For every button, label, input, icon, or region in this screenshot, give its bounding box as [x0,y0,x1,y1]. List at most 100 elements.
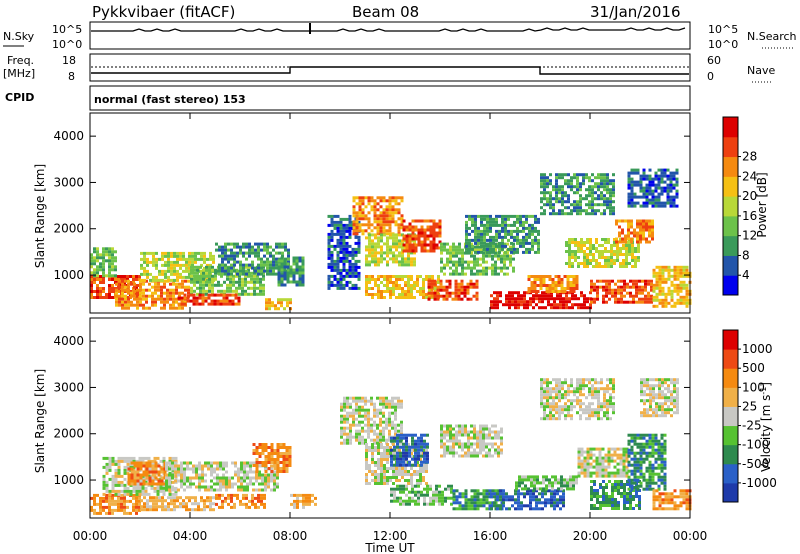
power-cell [661,265,665,269]
velocity-cell [408,490,411,494]
power-cell [426,249,430,253]
power-cell [90,290,93,293]
power-cell [395,248,398,252]
power-cell [561,176,564,180]
velocity-cell [411,487,414,491]
power-cell [621,237,624,241]
velocity-cell [227,493,230,497]
power-cell [365,290,368,293]
power-cell [549,197,552,201]
power-cell [669,180,673,184]
power-cell [395,296,398,299]
power-cell [345,268,349,272]
power-cell [188,263,191,267]
power-cell [652,268,656,272]
velocity-cell [111,462,115,466]
power-cell [211,265,214,269]
velocity-cell [273,449,277,452]
power-cell [420,219,424,223]
velocity-cell [352,408,355,412]
power-cell [526,303,529,307]
power-cell [466,288,470,292]
power-cell [539,287,543,290]
power-cell [280,256,284,260]
power-cell [133,297,136,301]
power-cell [514,297,517,301]
power-cell [342,226,346,230]
power-cell [580,306,583,310]
velocity-cell [407,443,410,446]
velocity-cell [358,405,361,409]
velocity-cell [117,508,120,512]
power-cell [408,240,412,244]
velocity-cell [343,426,346,430]
power-cell [274,307,277,311]
power-cell [438,225,442,229]
power-cell [503,257,506,261]
power-cell [233,254,236,258]
power-cell [397,196,401,200]
power-cell [598,253,601,256]
power-cell [166,297,169,301]
velocity-cell [99,505,102,509]
power-cell [473,257,476,261]
power-cell [611,291,614,295]
velocity-cell [249,467,252,471]
power-cell [564,179,567,183]
velocity-cell [361,438,364,442]
power-cell [471,220,474,224]
power-cell [596,279,599,283]
power-cell [90,259,93,263]
power-cell [537,247,540,251]
velocity-cell [198,476,201,480]
power-cell [143,254,146,258]
power-cell [382,214,386,218]
power-cell [339,271,343,275]
power-cell [672,174,676,178]
power-cell [595,238,598,241]
power-cell [227,266,230,270]
power-cell [238,277,241,281]
power-cell [370,223,374,227]
power-cell [145,279,148,283]
velocity-cell [401,476,404,479]
cpid-label: CPID [5,91,34,104]
power-cell [452,272,455,276]
power-cell [167,269,170,273]
power-cell [176,254,179,258]
power-cell [652,298,656,302]
velocity-cell [149,508,152,512]
power-cell [361,199,365,203]
power-cell [612,173,615,177]
power-cell [158,272,161,276]
power-cell [574,250,577,253]
power-cell [639,222,642,226]
power-cell [202,283,205,287]
velocity-cell [174,470,177,474]
power-cell [614,282,617,286]
velocity-cell [127,479,131,483]
velocity-cell [411,484,414,488]
power-cell [645,195,649,199]
velocity-cell [377,461,380,464]
power-cell [641,279,644,283]
velocity-cell [129,465,133,469]
power-cell [667,292,671,296]
power-cell [342,265,346,269]
power-cell [623,288,626,292]
power-cell [336,283,340,287]
velocity-cell [215,493,218,497]
velocity-cell [219,464,222,468]
power-cell [295,283,299,287]
power-cell [558,191,561,195]
velocity-cell [394,423,397,427]
power-cell [111,259,114,263]
velocity-cell [420,490,423,494]
power-cell [433,279,437,283]
power-cell [663,189,667,193]
power-cell [440,245,443,249]
power-cell [239,272,242,276]
velocity-cell [194,502,197,506]
power-cell [287,254,290,258]
power-cell [386,254,389,258]
